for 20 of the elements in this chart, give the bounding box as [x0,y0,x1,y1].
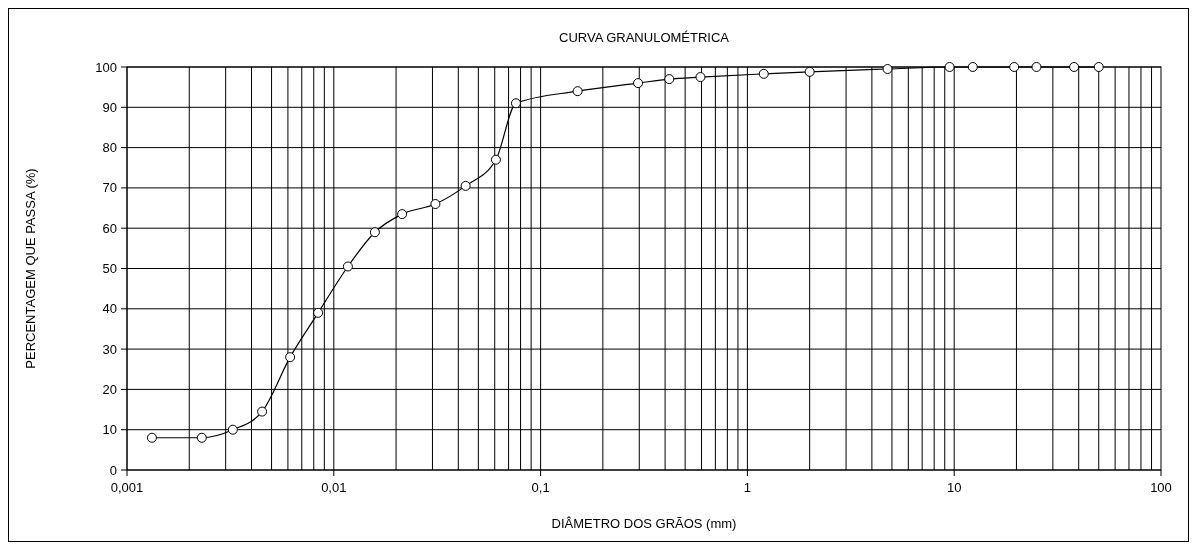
y-tick-label: 70 [102,180,117,196]
y-tick-label: 0 [109,462,117,478]
x-tick-label: 100 [1150,480,1172,495]
y-tick-label: 40 [102,301,117,317]
y-tick-label: 60 [102,220,117,236]
y-tick-label: 50 [102,261,117,277]
y-axis-title: PERCENTAGEM QUE PASSA (%) [23,168,38,369]
y-tick-label: 10 [102,422,117,438]
x-axis-title: DIÂMETRO DOS GRÃOS (mm) [551,516,737,531]
x-tick-label: 10 [946,480,962,495]
y-tick-label: 100 [95,59,117,75]
y-tick-label: 90 [102,99,117,115]
x-tick-label: 0,001 [110,480,144,495]
x-tick-label: 1 [743,480,752,495]
chart-title: CURVA GRANULOMÉTRICA [559,30,730,45]
y-tick-label: 20 [102,381,117,397]
y-tick-label: 80 [102,140,117,156]
x-tick-label: 0,01 [321,480,347,495]
y-tick-label: 30 [102,341,117,357]
x-tick-label: 0,1 [531,480,550,495]
